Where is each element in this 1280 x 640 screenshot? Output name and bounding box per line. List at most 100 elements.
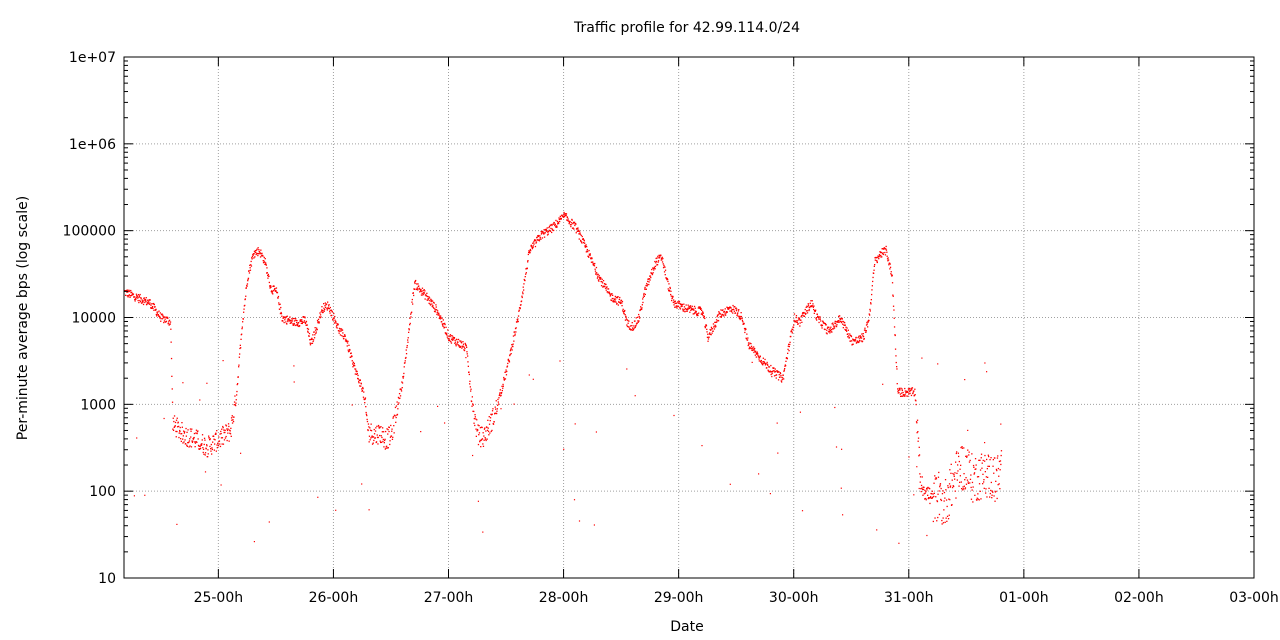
- data-point: [362, 386, 364, 389]
- data-point: [203, 453, 205, 455]
- data-point: [455, 345, 457, 347]
- data-point: [648, 283, 650, 286]
- data-point: [210, 443, 212, 446]
- data-point: [876, 529, 878, 531]
- data-point: [598, 276, 601, 278]
- data-point: [419, 291, 421, 293]
- data-point: [969, 478, 972, 480]
- data-point: [211, 453, 213, 455]
- data-point: [826, 333, 828, 335]
- data-point: [293, 322, 295, 325]
- data-point: [715, 325, 717, 327]
- data-point: [707, 338, 710, 340]
- data-point: [155, 308, 157, 310]
- data-point: [679, 303, 681, 305]
- data-point: [805, 310, 808, 312]
- data-point: [832, 322, 834, 324]
- data-point: [153, 309, 155, 311]
- data-point: [159, 312, 161, 314]
- data-point: [555, 219, 557, 222]
- data-point: [504, 378, 506, 380]
- data-point: [769, 371, 771, 373]
- data-point: [566, 219, 568, 221]
- data-point: [988, 455, 990, 458]
- data-point: [820, 324, 823, 326]
- data-point: [482, 443, 484, 445]
- data-point: [743, 323, 745, 325]
- data-point: [933, 492, 935, 494]
- data-point: [388, 430, 390, 433]
- data-point: [828, 330, 831, 332]
- data-point: [264, 263, 266, 265]
- data-point: [279, 303, 281, 305]
- data-point: [966, 479, 969, 481]
- data-point: [551, 224, 553, 227]
- data-point: [247, 280, 249, 282]
- data-point: [796, 321, 798, 323]
- data-point: [873, 269, 875, 271]
- data-point: [785, 360, 787, 362]
- data-point: [711, 328, 713, 330]
- data-point: [651, 273, 653, 275]
- data-point: [611, 299, 613, 302]
- data-point: [913, 494, 915, 496]
- data-point: [916, 466, 918, 468]
- data-point: [323, 310, 325, 312]
- data-point: [769, 370, 772, 372]
- data-point: [301, 322, 303, 325]
- data-point: [128, 289, 130, 291]
- data-point: [842, 327, 844, 329]
- data-point: [367, 423, 370, 425]
- data-point: [650, 272, 653, 275]
- data-point: [584, 246, 586, 248]
- data-point: [183, 441, 185, 443]
- data-point: [592, 263, 594, 265]
- data-point: [488, 434, 490, 436]
- data-point: [660, 257, 663, 259]
- data-point: [255, 253, 257, 256]
- data-point: [955, 452, 957, 455]
- data-point: [393, 432, 395, 434]
- data-point: [317, 321, 319, 323]
- data-point: [922, 486, 924, 488]
- data-point: [223, 429, 225, 431]
- data-point: [969, 482, 971, 484]
- data-point: [744, 327, 747, 330]
- data-point: [646, 285, 648, 287]
- data-point: [631, 327, 634, 329]
- data-point: [920, 484, 923, 487]
- data-point: [825, 332, 828, 334]
- data-point: [635, 317, 637, 319]
- data-point: [522, 286, 524, 288]
- data-point: [599, 277, 601, 280]
- data-point: [282, 316, 285, 319]
- data-point: [233, 404, 235, 406]
- data-point: [394, 406, 397, 409]
- data-point: [466, 353, 468, 355]
- data-point: [780, 380, 782, 382]
- data-point: [604, 285, 606, 287]
- data-point: [192, 440, 194, 442]
- data-point: [152, 306, 154, 308]
- data-point: [555, 226, 557, 228]
- data-point: [792, 326, 795, 329]
- data-point: [215, 450, 217, 452]
- data-point: [394, 415, 396, 417]
- data-point: [361, 388, 363, 390]
- data-point: [167, 322, 170, 324]
- data-point: [266, 272, 268, 274]
- data-point: [393, 425, 395, 427]
- data-point: [370, 423, 372, 425]
- data-point: [431, 303, 433, 305]
- data-point: [920, 488, 922, 490]
- data-point: [291, 320, 294, 322]
- data-point: [700, 308, 702, 310]
- data-point: [758, 358, 760, 360]
- data-point: [224, 431, 226, 434]
- data-point: [400, 390, 403, 392]
- data-point: [346, 340, 348, 342]
- data-point: [633, 325, 635, 327]
- data-point: [849, 340, 851, 342]
- data-point: [356, 370, 358, 373]
- data-point: [158, 315, 160, 317]
